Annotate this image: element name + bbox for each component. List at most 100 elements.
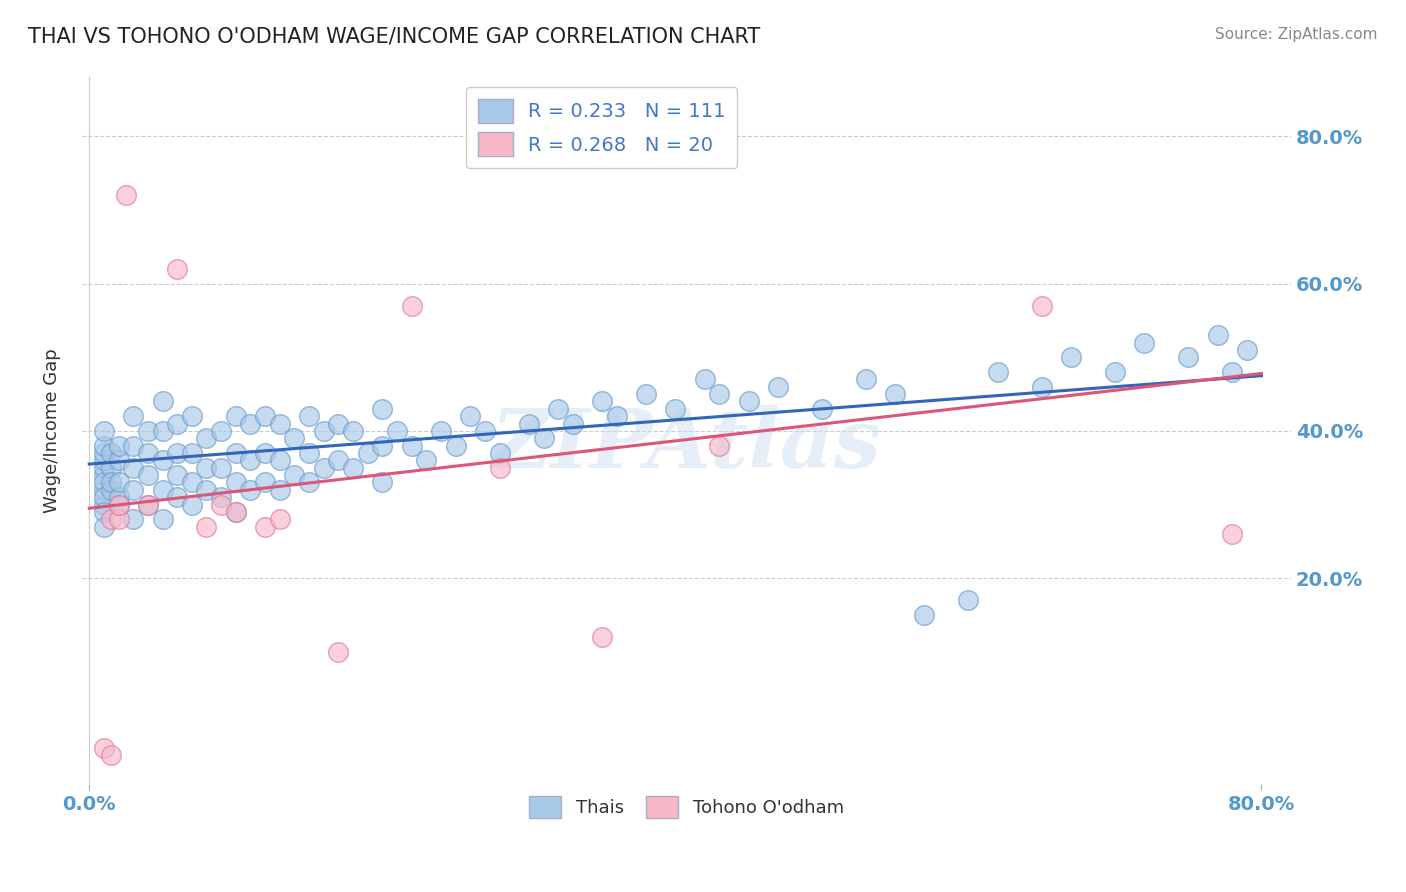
Point [737, 394, 759, 409]
Point [122, 483, 145, 497]
Point [136, 424, 159, 438]
Point [107, 490, 129, 504]
Point [122, 512, 145, 526]
Point [693, 372, 716, 386]
Point [136, 498, 159, 512]
Point [93, 498, 115, 512]
Point [371, 439, 394, 453]
Point [107, 512, 129, 526]
Point [100, 460, 122, 475]
Point [1220, 365, 1243, 379]
Point [239, 453, 262, 467]
Point [93, 424, 115, 438]
Point [401, 439, 423, 453]
Text: Source: ZipAtlas.com: Source: ZipAtlas.com [1215, 27, 1378, 42]
Text: THAI VS TOHONO O'ODHAM WAGE/INCOME GAP CORRELATION CHART: THAI VS TOHONO O'ODHAM WAGE/INCOME GAP C… [28, 27, 761, 46]
Point [122, 439, 145, 453]
Point [766, 380, 789, 394]
Legend: Thais, Tohono O'odham: Thais, Tohono O'odham [522, 789, 851, 825]
Point [136, 446, 159, 460]
Point [100, 483, 122, 497]
Point [561, 417, 583, 431]
Point [93, 468, 115, 483]
Point [225, 446, 247, 460]
Point [547, 401, 569, 416]
Point [100, 747, 122, 762]
Point [225, 505, 247, 519]
Point [180, 409, 202, 424]
Y-axis label: Wage/Income Gap: Wage/Income Gap [44, 349, 60, 513]
Point [195, 460, 218, 475]
Point [195, 483, 218, 497]
Point [195, 431, 218, 445]
Point [283, 431, 305, 445]
Point [957, 593, 980, 607]
Point [269, 483, 291, 497]
Point [136, 468, 159, 483]
Point [225, 475, 247, 490]
Point [1177, 351, 1199, 365]
Point [254, 519, 277, 533]
Point [166, 446, 188, 460]
Point [488, 446, 510, 460]
Point [107, 453, 129, 467]
Point [283, 468, 305, 483]
Point [444, 439, 467, 453]
Point [1206, 328, 1229, 343]
Point [93, 490, 115, 504]
Point [122, 409, 145, 424]
Point [1104, 365, 1126, 379]
Point [93, 519, 115, 533]
Point [342, 460, 364, 475]
Point [517, 417, 540, 431]
Point [225, 409, 247, 424]
Point [385, 424, 408, 438]
Point [328, 645, 350, 659]
Point [591, 630, 613, 644]
Point [415, 453, 437, 467]
Point [100, 512, 122, 526]
Point [107, 475, 129, 490]
Point [166, 261, 188, 276]
Point [636, 387, 658, 401]
Point [1060, 351, 1083, 365]
Point [474, 424, 496, 438]
Point [93, 439, 115, 453]
Point [811, 401, 834, 416]
Point [195, 519, 218, 533]
Point [180, 475, 202, 490]
Point [93, 460, 115, 475]
Point [239, 483, 262, 497]
Point [152, 512, 174, 526]
Point [180, 446, 202, 460]
Point [209, 498, 232, 512]
Point [371, 475, 394, 490]
Point [430, 424, 453, 438]
Point [401, 299, 423, 313]
Text: ZIPAtlas: ZIPAtlas [491, 405, 882, 485]
Point [93, 475, 115, 490]
Point [1031, 299, 1053, 313]
Point [371, 401, 394, 416]
Point [209, 460, 232, 475]
Point [1236, 343, 1258, 357]
Point [209, 424, 232, 438]
Point [312, 424, 335, 438]
Point [709, 387, 731, 401]
Point [209, 490, 232, 504]
Point [254, 409, 277, 424]
Point [533, 431, 555, 445]
Point [855, 372, 877, 386]
Point [107, 498, 129, 512]
Point [1133, 335, 1156, 350]
Point [1220, 527, 1243, 541]
Point [987, 365, 1010, 379]
Point [328, 453, 350, 467]
Point [100, 475, 122, 490]
Point [107, 439, 129, 453]
Point [180, 498, 202, 512]
Point [298, 409, 321, 424]
Point [269, 453, 291, 467]
Point [269, 512, 291, 526]
Point [115, 188, 138, 202]
